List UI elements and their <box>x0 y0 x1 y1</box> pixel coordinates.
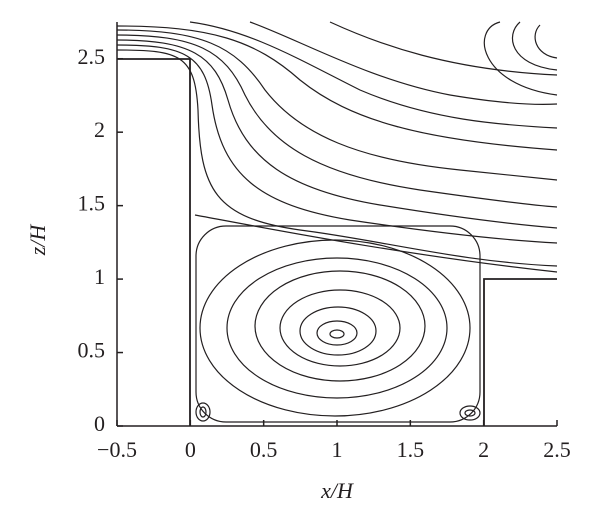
streamlines <box>116 21 558 423</box>
x-axis-title: x/H <box>320 478 354 503</box>
vortex-loop <box>316 320 358 346</box>
streamline <box>116 49 558 267</box>
streamline <box>249 21 558 106</box>
x-tick-label: 2.5 <box>543 437 571 462</box>
streamline <box>116 34 558 208</box>
streamline <box>194 214 558 273</box>
streamline <box>116 39 558 229</box>
streamline <box>189 21 558 129</box>
x-tick-label: −0.5 <box>97 437 137 462</box>
vortex-loop <box>329 329 345 339</box>
x-tick-label: 1.5 <box>397 437 425 462</box>
vortex-loop <box>254 270 426 382</box>
streamline <box>511 21 558 71</box>
corner-eddy <box>464 409 476 417</box>
x-tick-label: 0.5 <box>250 437 278 462</box>
vortex-loop <box>199 239 471 417</box>
corner-eddy <box>459 405 481 421</box>
downstream-building <box>483 278 557 426</box>
vortex-loop <box>279 289 401 367</box>
streamline <box>116 44 558 244</box>
upstream-building <box>117 58 191 426</box>
y-tick-label: 2.5 <box>78 44 106 69</box>
vortex-loop <box>226 257 448 399</box>
streamline <box>329 21 558 76</box>
x-tick-label: 0 <box>185 437 196 462</box>
corner-eddy <box>195 402 211 422</box>
y-tick-label: 1 <box>94 264 105 289</box>
y-tick-label: 2 <box>94 117 105 142</box>
vortex-loop <box>299 306 377 356</box>
x-tick-label: 2 <box>478 437 489 462</box>
streamline <box>116 29 558 181</box>
y-tick-label: 0 <box>94 411 105 436</box>
streamline <box>483 21 558 96</box>
vortex-loop <box>195 225 481 423</box>
y-tick-label: 0.5 <box>78 338 106 363</box>
corner-eddy <box>199 406 207 418</box>
streamline <box>116 25 558 151</box>
streamline <box>534 24 558 59</box>
y-tick-label: 1.5 <box>78 191 106 216</box>
x-tick-label: 1 <box>332 437 343 462</box>
y-axis-title: z/H <box>25 224 50 257</box>
